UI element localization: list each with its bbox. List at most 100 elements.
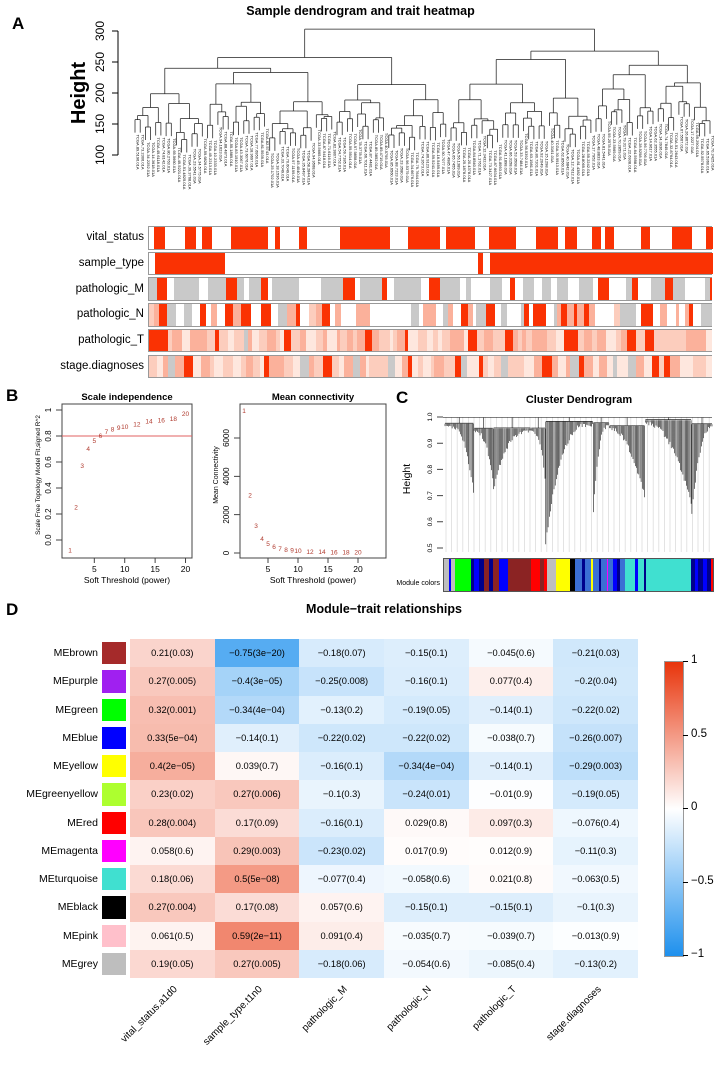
trait-cell — [500, 227, 507, 249]
trait-cell — [447, 304, 454, 326]
scale_independence-point: 12 — [133, 421, 141, 428]
sample-leaf-label: TCGA.81.4382.01A — [576, 149, 581, 184]
scale_independence-point: 2 — [74, 505, 78, 512]
scale_independence-point: 3 — [80, 463, 84, 470]
trait-cell — [670, 355, 681, 377]
scale_independence-point: 6 — [99, 433, 103, 440]
trait-cell — [490, 278, 502, 300]
sample-leaf-label: TCGA.45.4040.01A — [296, 148, 301, 183]
trait-cell — [186, 278, 200, 300]
trait-cell — [456, 329, 465, 352]
sample-leaf-label: TCGA.89.3852.01A — [374, 135, 379, 170]
sample-leaf-label: TCGA.81.5939.01A — [260, 132, 265, 167]
trait-cell — [628, 304, 637, 326]
module-trait-cell: 0.017(0.9) — [384, 836, 469, 865]
trait-cell — [556, 329, 565, 352]
module-bar-segment — [454, 559, 472, 591]
trait-cell — [420, 278, 430, 300]
module-trait-cell: −0.058(0.6) — [384, 865, 469, 894]
module-bar-segment — [644, 559, 647, 591]
module-trait-cell: −0.75(3e−20) — [214, 639, 300, 668]
module-trait-cell: −0.15(0.1) — [384, 639, 469, 668]
trait-cell — [225, 227, 232, 249]
trait-cell — [205, 304, 211, 326]
trait-cell — [378, 329, 383, 352]
trait-cell — [222, 355, 230, 377]
sample-leaf-label: TCGA.34.2252.01A — [146, 142, 151, 177]
mean_connectivity-point: 2 — [248, 493, 252, 500]
module-trait-cell: 0.5(5e−08) — [214, 865, 300, 894]
trait-cell — [504, 329, 514, 352]
module-bar-segment — [634, 559, 639, 591]
trait-cell — [357, 227, 371, 249]
trait-cell — [693, 304, 702, 326]
mean-connectivity-ylabel: Mean Connectivity — [213, 446, 220, 504]
colorbar — [664, 661, 684, 957]
sample-leaf-label: TCGA.30.9913.01A — [555, 140, 560, 175]
module-trait-cell: −0.1(0.3) — [299, 780, 384, 809]
trait-cell — [249, 278, 261, 300]
trait-cell — [591, 227, 601, 249]
scale_independence-ytick: 0.4 — [44, 482, 53, 494]
trait-cell — [630, 227, 642, 249]
module-trait-cell: −0.2(0.04) — [553, 667, 638, 696]
module-color-swatch — [102, 896, 126, 919]
module-bar-segment — [492, 559, 500, 591]
trait-cell — [387, 278, 395, 300]
trait-cell — [667, 329, 677, 352]
trait-cell — [299, 227, 307, 249]
trait-cell — [419, 304, 424, 326]
module-trait-cell: 0.19(0.05) — [130, 949, 215, 978]
sample-leaf-label: TCGA.14.9617.01A — [648, 126, 653, 161]
scale_independence-point: 14 — [145, 419, 153, 426]
sample-leaf-label: TCGA.32.8764.01A — [669, 133, 674, 168]
trait-cell — [393, 329, 397, 352]
trait-cell — [641, 227, 651, 249]
trait-cell — [673, 278, 685, 300]
module-bar-segment — [591, 559, 594, 591]
trait-cell — [342, 278, 356, 300]
trait-cell — [542, 278, 551, 300]
mean_connectivity-point: 5 — [266, 541, 270, 548]
trait-row-label: vital_status — [86, 231, 144, 244]
module-trait-cell: −0.18(0.06) — [299, 949, 384, 978]
trait-cell — [339, 227, 353, 249]
trait-cell — [578, 355, 584, 377]
trait-cell — [550, 278, 557, 300]
trait-cell — [523, 227, 537, 249]
trait-cell — [501, 278, 510, 300]
trait-cell — [263, 355, 269, 377]
trait-cell — [426, 329, 434, 352]
module-bar-segment — [694, 559, 699, 591]
cluster-dendrogram-ytick: 0.7 — [427, 491, 434, 500]
trait-cell — [167, 355, 175, 377]
module-trait-cell: −0.15(0.1) — [384, 893, 469, 922]
sample-leaf-label: TCGA.99.2904.01A — [695, 122, 700, 157]
trait-cell — [626, 278, 633, 300]
trait-cell — [436, 304, 443, 326]
trait-cell — [306, 329, 316, 352]
trait-cell — [323, 355, 332, 377]
trait-cell — [295, 304, 301, 326]
trait-cell — [643, 355, 653, 377]
trait-cell — [606, 329, 617, 352]
trait-cell — [606, 355, 614, 377]
trait-cell — [332, 278, 343, 300]
mean_connectivity-point: 9 — [290, 548, 294, 555]
module-trait-cell: −0.14(0.1) — [214, 723, 300, 752]
trait-cell — [319, 227, 327, 249]
scale_independence-ticks — [56, 409, 187, 563]
sample-leaf-label: TCGA.52.5578.01A — [700, 138, 705, 173]
module-bar-segment — [489, 559, 493, 591]
scale_independence-ytick: 0.2 — [44, 508, 53, 520]
module-row-label: MEgreenyellow — [26, 788, 98, 801]
module-trait-cell: 0.058(0.6) — [130, 836, 215, 865]
module-trait-cell: −0.22(0.02) — [299, 723, 384, 752]
trait-cell — [370, 227, 381, 249]
module-trait-cell: −0.18(0.07) — [299, 639, 384, 668]
trait-cell — [210, 355, 215, 377]
trait-cell — [604, 227, 610, 249]
sample-leaf-label: TCGA.58.2844.01A — [306, 150, 311, 185]
trait-cell — [232, 304, 242, 326]
module-color-swatch — [102, 924, 126, 947]
